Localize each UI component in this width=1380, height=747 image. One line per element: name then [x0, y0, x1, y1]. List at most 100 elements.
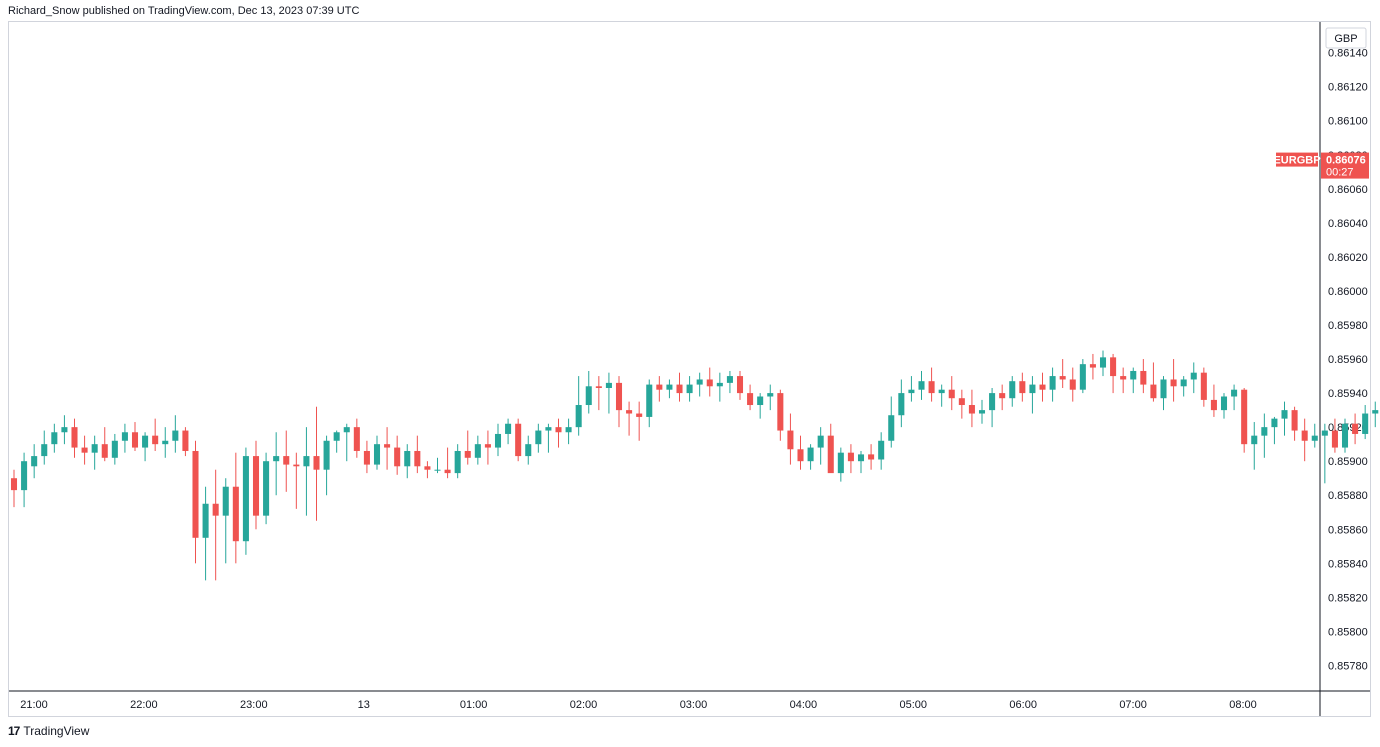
- candle-body[interactable]: [1311, 435, 1318, 441]
- candle-body[interactable]: [121, 432, 128, 441]
- candle-body[interactable]: [908, 389, 915, 394]
- candle-body[interactable]: [162, 440, 169, 445]
- candle-body[interactable]: [1069, 379, 1076, 390]
- candle-body[interactable]: [1120, 376, 1127, 380]
- candle-body[interactable]: [878, 440, 885, 460]
- candle-body[interactable]: [343, 427, 350, 433]
- candle-body[interactable]: [41, 444, 48, 457]
- candle-body[interactable]: [999, 393, 1006, 399]
- candle-body[interactable]: [767, 393, 774, 397]
- candle-body[interactable]: [1220, 396, 1228, 411]
- candle-body[interactable]: [1352, 423, 1359, 434]
- candle-body[interactable]: [384, 444, 391, 448]
- candle-body[interactable]: [817, 435, 824, 448]
- candle-body[interactable]: [111, 440, 118, 458]
- candle-body[interactable]: [1271, 418, 1278, 428]
- candle-body[interactable]: [1321, 430, 1328, 436]
- candle-body[interactable]: [494, 433, 502, 448]
- candle-body[interactable]: [1059, 376, 1066, 380]
- candle-body[interactable]: [313, 456, 320, 470]
- candle-body[interactable]: [1019, 381, 1026, 394]
- candle-body[interactable]: [505, 423, 512, 434]
- candle-body[interactable]: [252, 456, 260, 516]
- candle-body[interactable]: [918, 381, 925, 390]
- candle-body[interactable]: [222, 486, 229, 516]
- currency-box[interactable]: [1325, 27, 1367, 49]
- candle-body[interactable]: [1291, 410, 1298, 431]
- candle-body[interactable]: [736, 376, 744, 394]
- candle-body[interactable]: [716, 382, 723, 387]
- candle-body[interactable]: [989, 393, 996, 411]
- candle-body[interactable]: [172, 430, 179, 441]
- candle-body[interactable]: [1029, 384, 1036, 394]
- candle-body[interactable]: [484, 444, 491, 448]
- candle-body[interactable]: [898, 393, 905, 416]
- candle-body[interactable]: [1301, 430, 1308, 441]
- candle-body[interactable]: [283, 456, 290, 465]
- candle-body[interactable]: [545, 427, 552, 431]
- candle-body[interactable]: [51, 432, 58, 445]
- candle-body[interactable]: [142, 435, 149, 448]
- candle-body[interactable]: [373, 444, 381, 465]
- candle-body[interactable]: [585, 386, 592, 406]
- candle-body[interactable]: [1049, 376, 1056, 390]
- candle-body[interactable]: [464, 450, 471, 458]
- candle-body[interactable]: [424, 466, 431, 470]
- candle-body[interactable]: [938, 389, 945, 394]
- candle-body[interactable]: [958, 398, 965, 406]
- candle-body[interactable]: [1110, 357, 1117, 377]
- candle-body[interactable]: [101, 444, 108, 458]
- candle-body[interactable]: [152, 435, 159, 445]
- candle-body[interactable]: [1009, 381, 1016, 399]
- candle-body[interactable]: [807, 447, 814, 462]
- candle-body[interactable]: [474, 444, 481, 458]
- candle-body[interactable]: [666, 384, 673, 390]
- candle-body[interactable]: [1210, 399, 1217, 411]
- candle-body[interactable]: [726, 376, 733, 383]
- candle-body[interactable]: [515, 423, 522, 457]
- candle-body[interactable]: [1372, 410, 1379, 414]
- candle-body[interactable]: [182, 430, 189, 451]
- candle-body[interactable]: [555, 427, 562, 433]
- candle-body[interactable]: [1079, 364, 1086, 390]
- candle-body[interactable]: [363, 450, 370, 465]
- candle-body[interactable]: [31, 456, 38, 467]
- candle-body[interactable]: [61, 427, 68, 433]
- candle-body[interactable]: [1160, 379, 1167, 399]
- candle-body[interactable]: [212, 503, 219, 516]
- candle-body[interactable]: [454, 450, 461, 474]
- candle-body[interactable]: [192, 450, 199, 538]
- candle-body[interactable]: [1261, 427, 1268, 436]
- candle-body[interactable]: [847, 452, 854, 462]
- candle-body[interactable]: [797, 449, 804, 462]
- candle-body[interactable]: [696, 379, 703, 385]
- candle-body[interactable]: [888, 415, 895, 441]
- candle-body[interactable]: [686, 384, 693, 394]
- candle-body[interactable]: [10, 478, 18, 491]
- candle-body[interactable]: [948, 389, 955, 399]
- candle-body[interactable]: [868, 454, 875, 460]
- candle-body[interactable]: [91, 444, 98, 453]
- candle-body[interactable]: [615, 382, 623, 411]
- candle-body[interactable]: [1099, 357, 1107, 368]
- candle-body[interactable]: [646, 384, 653, 417]
- candle-body[interactable]: [242, 456, 249, 542]
- candle-body[interactable]: [303, 456, 310, 467]
- candle-body[interactable]: [595, 386, 602, 388]
- candle-body[interactable]: [1130, 370, 1137, 380]
- candle-body[interactable]: [273, 456, 280, 462]
- candle-body[interactable]: [232, 486, 239, 542]
- candle-body[interactable]: [1241, 389, 1248, 445]
- candle-body[interactable]: [1231, 389, 1238, 397]
- candle-body[interactable]: [676, 384, 683, 394]
- candle-body[interactable]: [1150, 384, 1157, 399]
- candle-body[interactable]: [928, 381, 935, 394]
- candle-body[interactable]: [1039, 384, 1046, 390]
- candle-body[interactable]: [636, 413, 643, 417]
- candle-body[interactable]: [978, 410, 986, 414]
- candle-body[interactable]: [1331, 430, 1338, 448]
- candle-body[interactable]: [263, 461, 270, 516]
- candle-body[interactable]: [131, 432, 139, 448]
- candle-body[interactable]: [857, 454, 865, 462]
